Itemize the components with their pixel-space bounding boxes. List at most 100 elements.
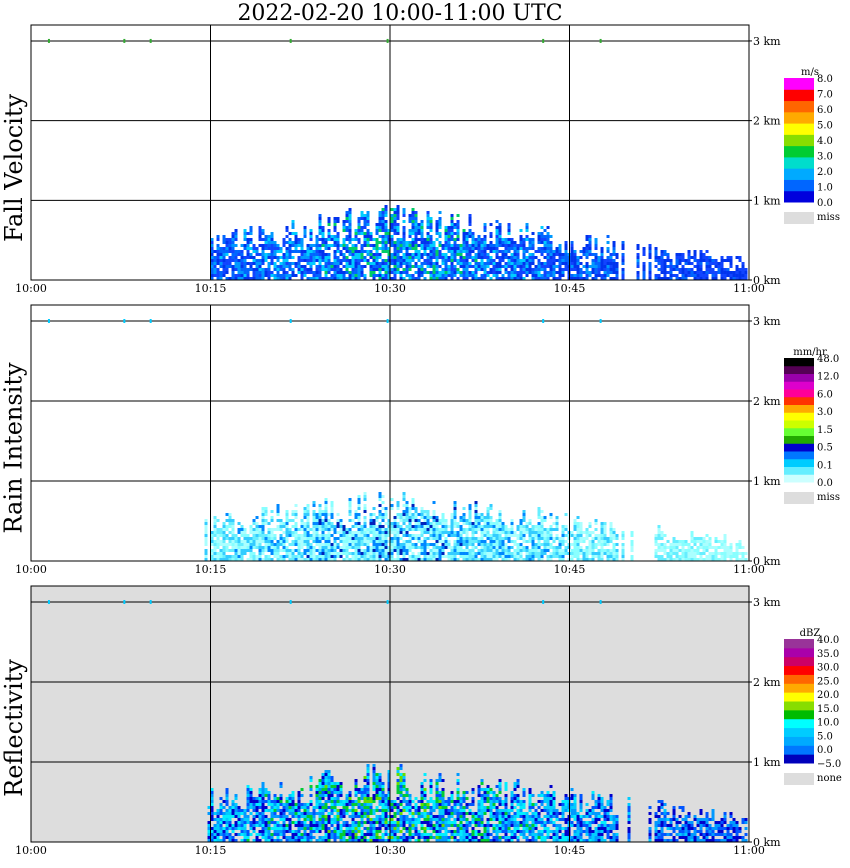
- echo-cell: [261, 262, 265, 265]
- echo-cell: [426, 528, 430, 531]
- echo-cell: [234, 537, 238, 540]
- echo-cell: [327, 788, 331, 791]
- echo-cell: [402, 492, 406, 495]
- echo-cell: [354, 555, 358, 558]
- echo-cell: [270, 510, 274, 513]
- echo-cell: [537, 546, 541, 549]
- echo-cell: [246, 238, 250, 241]
- echo-cell: [546, 546, 550, 549]
- echo-cell: [573, 552, 577, 555]
- echo-cell: [225, 537, 229, 540]
- echo-cell: [576, 555, 580, 558]
- echo-cell: [420, 534, 424, 537]
- echo-cell: [324, 262, 328, 265]
- echo-cell: [456, 220, 460, 223]
- x-tick-label: 10:00: [15, 563, 47, 576]
- echo-cell: [429, 555, 433, 558]
- echo-cell: [231, 277, 235, 280]
- echo-cell: [354, 782, 358, 785]
- echo-cell: [564, 259, 568, 262]
- echo-cell: [486, 549, 490, 552]
- echo-cell: [573, 528, 577, 531]
- echo-cell: [309, 558, 313, 561]
- echo-cell: [741, 558, 745, 561]
- plot-frame: [30, 24, 750, 281]
- echo-cell: [648, 265, 652, 268]
- echo-cell: [357, 558, 361, 561]
- echo-cell: [306, 277, 310, 280]
- echo-cell: [408, 259, 412, 262]
- y-tick-label: 2 km: [753, 115, 781, 128]
- echo-cell: [495, 256, 499, 259]
- echo-cell: [222, 256, 226, 259]
- echo-cell: [306, 513, 310, 516]
- echo-cell: [330, 546, 334, 549]
- echo-cell: [492, 522, 496, 525]
- colorbar-label: 6.0: [817, 389, 833, 400]
- echo-cell: [534, 543, 538, 546]
- echo-cell: [414, 226, 418, 229]
- echo-cell: [480, 555, 484, 558]
- echo-cell: [357, 220, 361, 223]
- echo-cell: [534, 250, 538, 253]
- echo-cell: [465, 250, 469, 253]
- echo-cell: [204, 543, 208, 546]
- echo-cell: [468, 223, 472, 226]
- echo-cell: [405, 543, 409, 546]
- echo-cell: [384, 821, 388, 824]
- echo-cell: [384, 205, 388, 208]
- echo-cell: [345, 549, 349, 552]
- echo-cell: [252, 540, 256, 543]
- echo-cell: [204, 534, 208, 537]
- echo-cell: [438, 220, 442, 223]
- echo-cell: [234, 265, 238, 268]
- echo-cell: [345, 244, 349, 247]
- echo-cell: [270, 516, 274, 519]
- echo-cell: [237, 546, 241, 549]
- echo-cell: [306, 247, 310, 250]
- echo-cell: [600, 259, 604, 262]
- echo-cell: [246, 797, 250, 800]
- echo-cell: [240, 549, 244, 552]
- echo-cell: [525, 552, 529, 555]
- echo-cell: [600, 522, 604, 525]
- echo-cell: [507, 277, 511, 280]
- echo-cell: [306, 522, 310, 525]
- echo-cell: [282, 522, 286, 525]
- echo-cell: [387, 797, 391, 800]
- echo-cell: [600, 531, 604, 534]
- echo-cell: [327, 220, 331, 223]
- echo-cell: [252, 268, 256, 271]
- echo-cell: [462, 522, 466, 525]
- echo-cell: [657, 537, 661, 540]
- echo-cell: [510, 271, 514, 274]
- echo-cell: [258, 271, 262, 274]
- echo-cell: [510, 247, 514, 250]
- echo-cell: [279, 558, 283, 561]
- echo-cell: [501, 546, 505, 549]
- echo-cell: [372, 247, 376, 250]
- echo-cell: [261, 528, 265, 531]
- echo-cell: [291, 558, 295, 561]
- echo-cell: [255, 516, 259, 519]
- echo-cell: [492, 537, 496, 540]
- echo-cell: [723, 552, 727, 555]
- echo-cell: [216, 821, 220, 824]
- echo-cell: [609, 259, 613, 262]
- echo-cell: [429, 552, 433, 555]
- echo-speck: [599, 38, 602, 43]
- echo-cell: [348, 232, 352, 235]
- echo-cell: [219, 555, 223, 558]
- echo-cell: [390, 507, 394, 510]
- echo-cell: [348, 833, 352, 836]
- echo-cell: [267, 537, 271, 540]
- echo-cell: [540, 241, 544, 244]
- echo-cell: [714, 271, 718, 274]
- echo-cell: [414, 256, 418, 259]
- echo-cell: [228, 543, 232, 546]
- echo-cell: [513, 256, 517, 259]
- echo-cell: [318, 516, 322, 519]
- echo-cell: [621, 549, 625, 552]
- echo-cell: [672, 546, 676, 549]
- echo-cell: [390, 244, 394, 247]
